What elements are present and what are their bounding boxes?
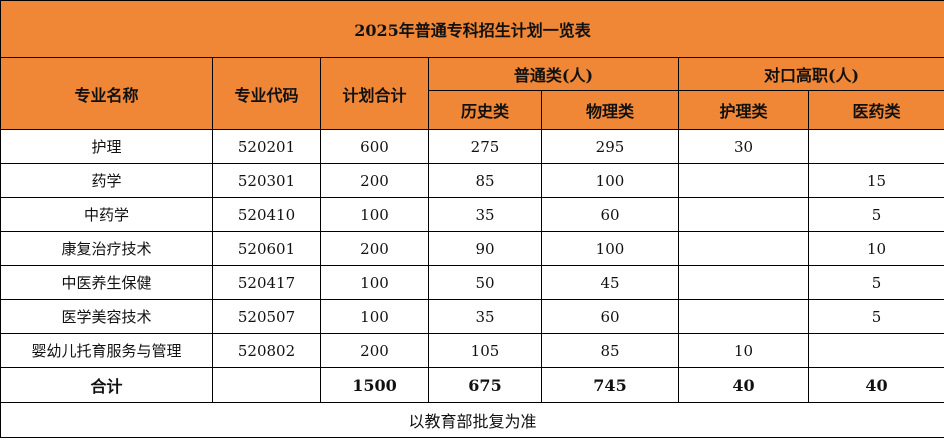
cell-nursing	[678, 197, 809, 232]
cell-medicine: 15	[807, 163, 944, 198]
totals-label: 合计	[0, 367, 213, 403]
cell-physics: 100	[541, 163, 679, 198]
cell-major-name: 康复治疗技术	[0, 231, 213, 266]
cell-nursing: 30	[678, 129, 809, 164]
cell-medicine: 10	[807, 231, 944, 266]
cell-history: 275	[428, 129, 542, 164]
header-general: 普通类(人)	[428, 57, 679, 91]
table-row: 中药学 520410 100 35 60 5	[0, 197, 944, 232]
cell-nursing	[678, 231, 809, 266]
cell-nursing	[678, 265, 809, 300]
cell-major-code: 520201	[212, 129, 321, 164]
cell-major-name: 医学美容技术	[0, 299, 213, 334]
header-vocational: 对口高职(人)	[677, 57, 944, 91]
cell-physics: 100	[541, 231, 679, 266]
cell-history: 105	[428, 333, 542, 368]
cell-major-code: 520601	[212, 231, 321, 266]
cell-medicine	[807, 129, 944, 164]
cell-major-name: 中药学	[0, 197, 213, 232]
totals-plan-total: 1500	[320, 367, 429, 403]
cell-major-code: 520507	[212, 299, 321, 334]
cell-plan-total: 100	[320, 197, 429, 232]
cell-nursing	[678, 299, 809, 334]
cell-history: 85	[428, 163, 542, 198]
table-row: 药学 520301 200 85 100 15	[0, 163, 944, 198]
footnote: 以教育部批复为准	[0, 402, 944, 438]
cell-medicine: 5	[807, 299, 944, 334]
cell-plan-total: 200	[320, 163, 429, 198]
cell-nursing	[678, 163, 809, 198]
totals-history: 675	[428, 367, 542, 403]
header-major-name: 专业名称	[0, 57, 213, 130]
cell-major-name: 中医养生保健	[0, 265, 213, 300]
header-major-code: 专业代码	[212, 57, 321, 130]
header-medicine: 医药类	[807, 90, 944, 130]
table-row: 医学美容技术 520507 100 35 60 5	[0, 299, 944, 334]
totals-code	[212, 367, 321, 403]
cell-nursing: 10	[678, 333, 809, 368]
cell-plan-total: 600	[320, 129, 429, 164]
cell-plan-total: 100	[320, 299, 429, 334]
header-plan-total: 计划合计	[320, 57, 429, 130]
totals-physics: 745	[541, 367, 679, 403]
header-nursing: 护理类	[678, 90, 809, 130]
table-row: 护理 520201 600 275 295 30	[0, 129, 944, 164]
cell-major-name: 药学	[0, 163, 213, 198]
cell-physics: 60	[541, 197, 679, 232]
cell-plan-total: 100	[320, 265, 429, 300]
cell-plan-total: 200	[320, 333, 429, 368]
table-title: 2025年普通专科招生计划一览表	[0, 0, 944, 58]
cell-physics: 85	[541, 333, 679, 368]
cell-plan-total: 200	[320, 231, 429, 266]
enrollment-plan-table: 2025年普通专科招生计划一览表 专业名称 专业代码 计划合计 普通类(人) 对…	[0, 0, 944, 438]
table-row: 康复治疗技术 520601 200 90 100 10	[0, 231, 944, 266]
header-physics: 物理类	[541, 90, 679, 130]
totals-medicine: 40	[807, 367, 944, 403]
table-row: 中医养生保健 520417 100 50 45 5	[0, 265, 944, 300]
cell-major-code: 520417	[212, 265, 321, 300]
cell-major-code: 520301	[212, 163, 321, 198]
cell-major-name: 婴幼儿托育服务与管理	[0, 333, 213, 368]
cell-physics: 295	[541, 129, 679, 164]
totals-nursing: 40	[678, 367, 809, 403]
cell-history: 90	[428, 231, 542, 266]
cell-medicine: 5	[807, 197, 944, 232]
cell-medicine: 5	[807, 265, 944, 300]
cell-physics: 45	[541, 265, 679, 300]
cell-history: 35	[428, 299, 542, 334]
cell-physics: 60	[541, 299, 679, 334]
table-row: 婴幼儿托育服务与管理 520802 200 105 85 10	[0, 333, 944, 368]
cell-history: 50	[428, 265, 542, 300]
cell-major-code: 520802	[212, 333, 321, 368]
cell-major-name: 护理	[0, 129, 213, 164]
totals-row: 合计 1500 675 745 40 40	[0, 367, 944, 403]
cell-history: 35	[428, 197, 542, 232]
header-history: 历史类	[428, 90, 542, 130]
cell-medicine	[807, 333, 944, 368]
cell-major-code: 520410	[212, 197, 321, 232]
